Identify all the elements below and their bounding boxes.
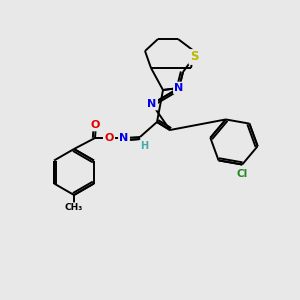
Text: N: N	[147, 99, 157, 109]
Text: O: O	[90, 120, 100, 130]
Text: S: S	[190, 50, 198, 64]
Text: N: N	[119, 133, 129, 143]
Text: O: O	[104, 133, 114, 143]
Text: CH₃: CH₃	[65, 203, 83, 212]
Text: H: H	[140, 141, 148, 151]
Text: N: N	[174, 83, 184, 93]
Text: Cl: Cl	[237, 169, 248, 178]
